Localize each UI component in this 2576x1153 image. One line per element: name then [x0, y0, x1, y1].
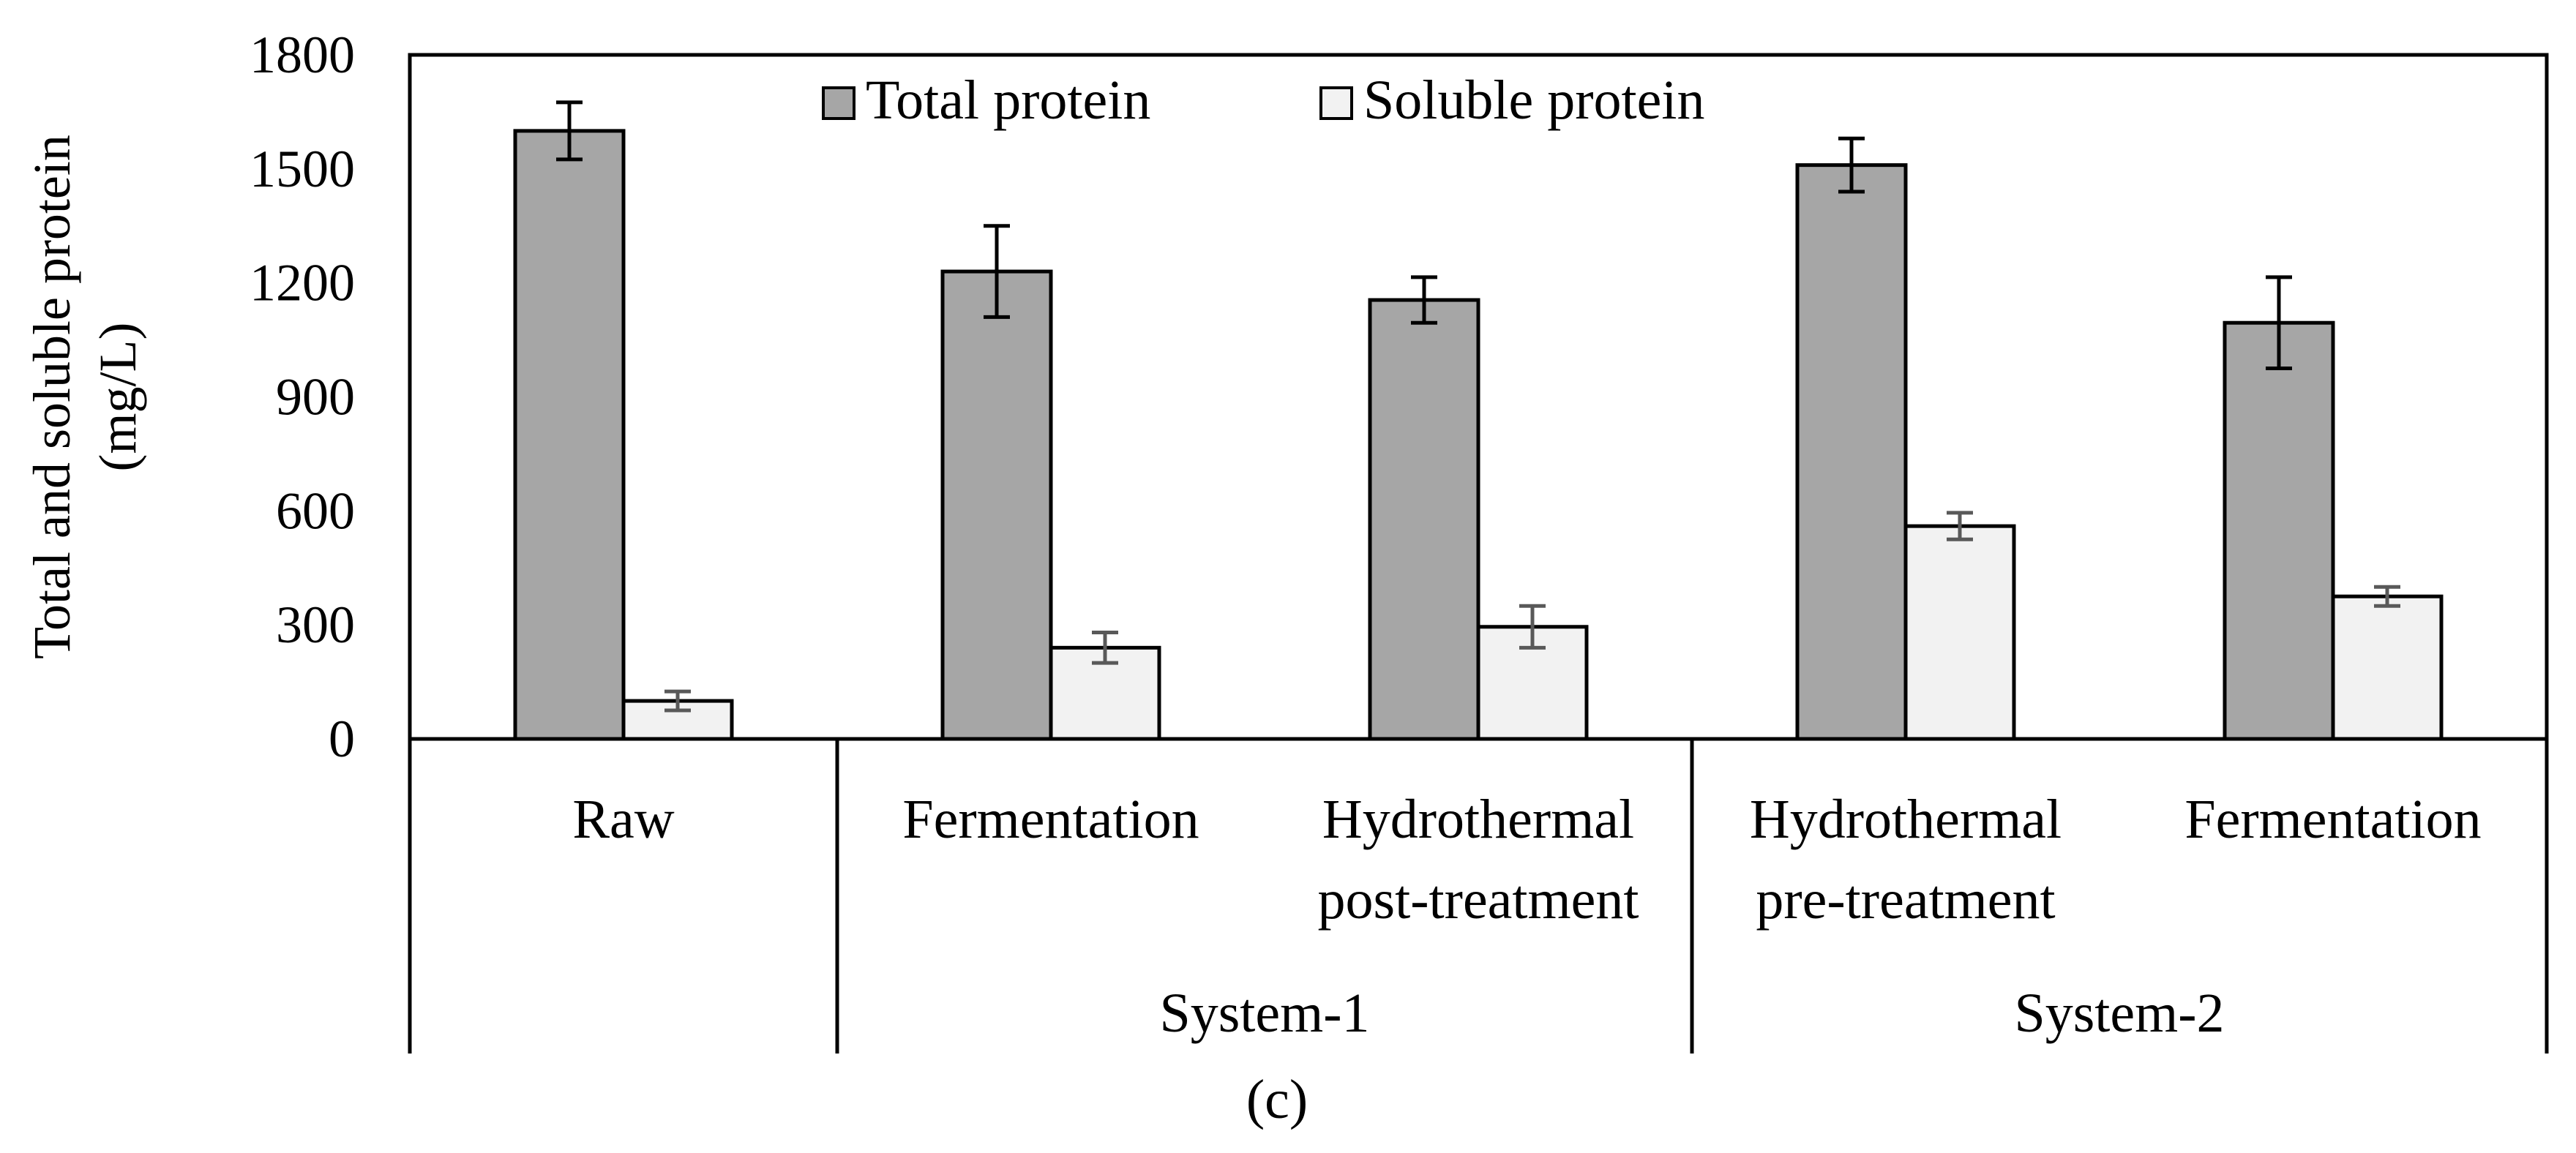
group-label: System-2	[2014, 983, 2224, 1044]
plot-border	[408, 53, 2549, 741]
x-category-label: Fermentation	[2184, 789, 2481, 850]
y-tick-label: 300	[276, 596, 355, 654]
x-axis-categories: Raw Fermentation Hydrothermal post-treatmen…	[572, 789, 2481, 1044]
y-tick-label: 1500	[250, 140, 355, 198]
total-protein-bar	[940, 269, 1053, 741]
x-category-label: post-treatment	[1318, 869, 1639, 931]
y-tick-label: 1200	[250, 254, 355, 312]
y-tick-label: 600	[276, 481, 355, 540]
x-category-label: pre-treatment	[1756, 869, 2055, 931]
x-category-label: Fermentation	[902, 789, 1199, 850]
legend-swatch	[1319, 86, 1353, 120]
total-protein-bar	[1368, 298, 1480, 741]
y-axis-title: Total and soluble protein (mg/L)	[23, 135, 147, 659]
y-tick-label: 900	[276, 368, 355, 427]
total-protein-bar	[513, 129, 626, 741]
legend-swatch	[822, 86, 855, 120]
soluble-protein-bar	[2331, 594, 2444, 741]
legend: Total protein Soluble protein	[822, 70, 1705, 131]
bar-series	[513, 129, 2444, 741]
plot-frame	[408, 53, 2549, 1054]
legend-label: Soluble protein	[1363, 70, 1705, 131]
y-tick-label: 1800	[250, 26, 355, 84]
error-bars	[556, 100, 2400, 713]
y-tick-label: 0	[329, 710, 355, 768]
x-category-label: Hydrothermal	[1322, 789, 1634, 850]
soluble-protein-bar	[1903, 524, 2016, 741]
total-protein-bar	[1795, 163, 1908, 741]
panel-label: (c)	[1246, 1069, 1308, 1130]
x-category-label: Raw	[572, 789, 674, 850]
total-protein-bar	[2223, 320, 2335, 741]
legend-label: Total protein	[866, 70, 1150, 131]
group-label: System-1	[1159, 983, 1369, 1044]
x-category-label: Hydrothermal	[1750, 789, 2062, 850]
y-axis-title-line: Total and soluble protein	[23, 135, 81, 659]
y-axis-ticks: 0 300 600 900 1200 1500 1800	[250, 26, 355, 768]
y-axis-title-line: (mg/L)	[89, 323, 147, 472]
